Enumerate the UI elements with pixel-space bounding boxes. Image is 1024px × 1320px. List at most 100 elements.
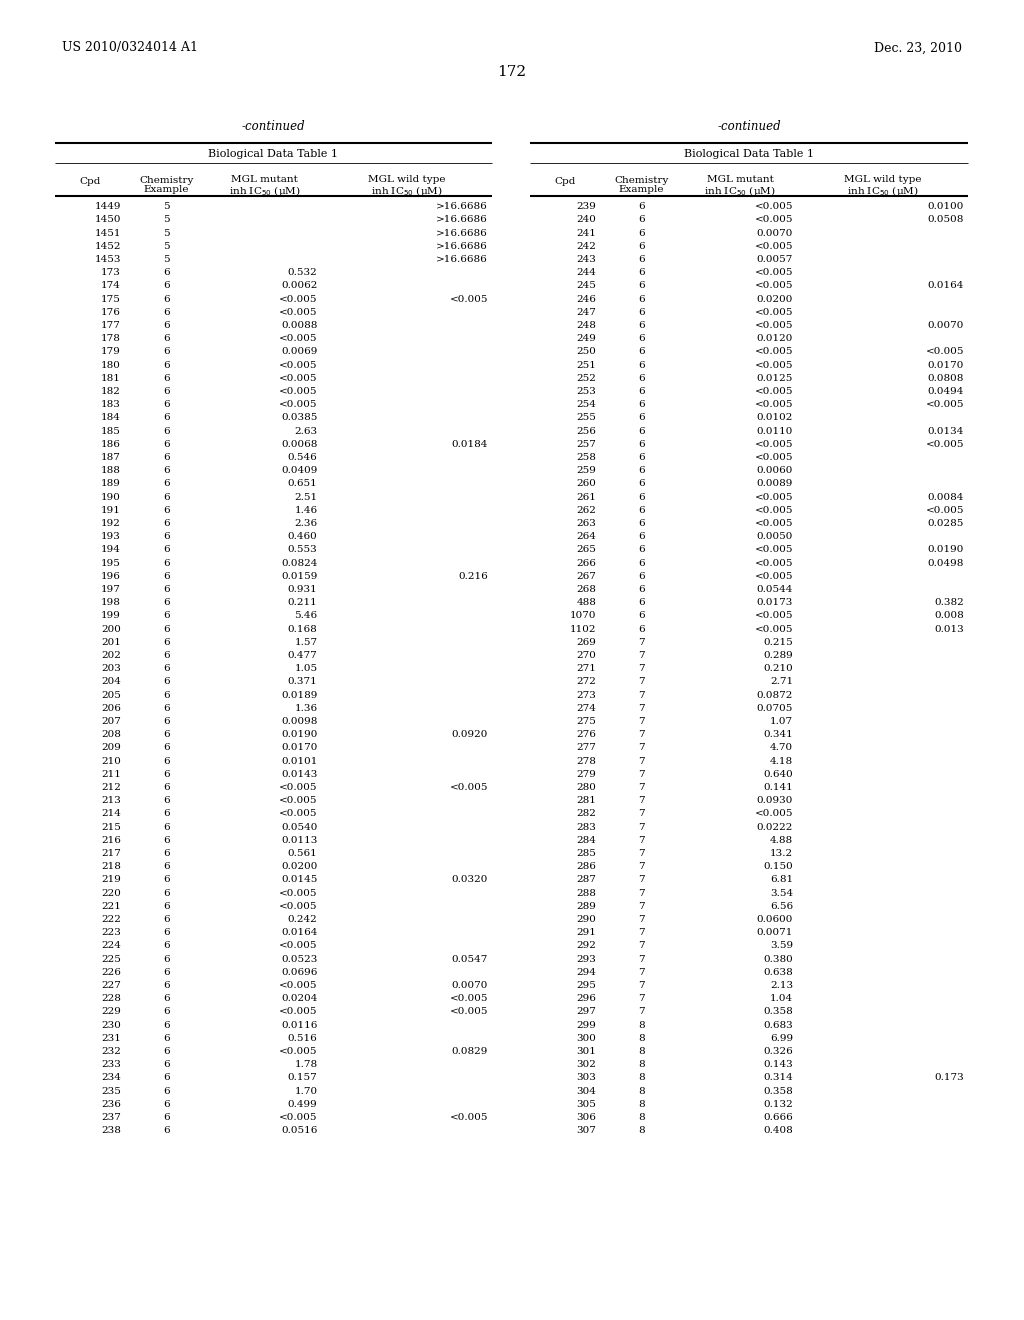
Text: <0.005: <0.005 xyxy=(755,611,794,620)
Text: 2.13: 2.13 xyxy=(770,981,794,990)
Text: 276: 276 xyxy=(577,730,596,739)
Text: 0.0102: 0.0102 xyxy=(757,413,794,422)
Text: 0.216: 0.216 xyxy=(459,572,488,581)
Text: 297: 297 xyxy=(577,1007,596,1016)
Text: 6: 6 xyxy=(163,796,170,805)
Text: 263: 263 xyxy=(577,519,596,528)
Text: 0.0409: 0.0409 xyxy=(282,466,317,475)
Text: 199: 199 xyxy=(101,611,121,620)
Text: 6: 6 xyxy=(638,347,645,356)
Text: 187: 187 xyxy=(101,453,121,462)
Text: >16.6686: >16.6686 xyxy=(436,228,488,238)
Text: 1070: 1070 xyxy=(569,611,596,620)
Text: 2.63: 2.63 xyxy=(295,426,317,436)
Text: 7: 7 xyxy=(638,730,645,739)
Text: 0.0200: 0.0200 xyxy=(757,294,794,304)
Text: 292: 292 xyxy=(577,941,596,950)
Text: 6: 6 xyxy=(163,1086,170,1096)
Text: 6: 6 xyxy=(163,466,170,475)
Text: 6: 6 xyxy=(163,954,170,964)
Text: 6: 6 xyxy=(163,624,170,634)
Text: 0.0170: 0.0170 xyxy=(928,360,964,370)
Text: <0.005: <0.005 xyxy=(926,440,964,449)
Text: 232: 232 xyxy=(101,1047,121,1056)
Text: 6: 6 xyxy=(638,440,645,449)
Text: 0.0070: 0.0070 xyxy=(757,228,794,238)
Text: 5: 5 xyxy=(163,255,170,264)
Text: <0.005: <0.005 xyxy=(755,809,794,818)
Text: 0.0062: 0.0062 xyxy=(282,281,317,290)
Text: 249: 249 xyxy=(577,334,596,343)
Text: Cpd: Cpd xyxy=(79,177,100,186)
Text: 6: 6 xyxy=(163,836,170,845)
Text: 1.57: 1.57 xyxy=(295,638,317,647)
Text: <0.005: <0.005 xyxy=(755,400,794,409)
Text: <0.005: <0.005 xyxy=(755,558,794,568)
Text: 282: 282 xyxy=(577,809,596,818)
Text: 0.460: 0.460 xyxy=(288,532,317,541)
Text: <0.005: <0.005 xyxy=(755,215,794,224)
Text: 224: 224 xyxy=(101,941,121,950)
Text: <0.005: <0.005 xyxy=(755,624,794,634)
Text: 0.0143: 0.0143 xyxy=(282,770,317,779)
Text: 0.215: 0.215 xyxy=(764,638,794,647)
Text: 258: 258 xyxy=(577,453,596,462)
Text: 256: 256 xyxy=(577,426,596,436)
Text: 0.0084: 0.0084 xyxy=(928,492,964,502)
Text: 197: 197 xyxy=(101,585,121,594)
Text: 6: 6 xyxy=(163,704,170,713)
Text: 0.0164: 0.0164 xyxy=(282,928,317,937)
Text: 0.0145: 0.0145 xyxy=(282,875,317,884)
Text: 177: 177 xyxy=(101,321,121,330)
Text: 0.553: 0.553 xyxy=(288,545,317,554)
Text: 1450: 1450 xyxy=(94,215,121,224)
Text: 0.173: 0.173 xyxy=(934,1073,964,1082)
Text: 0.0120: 0.0120 xyxy=(757,334,794,343)
Text: 3.59: 3.59 xyxy=(770,941,794,950)
Text: 286: 286 xyxy=(577,862,596,871)
Text: 6: 6 xyxy=(163,875,170,884)
Text: 295: 295 xyxy=(577,981,596,990)
Text: 6: 6 xyxy=(163,717,170,726)
Text: <0.005: <0.005 xyxy=(450,994,488,1003)
Text: 216: 216 xyxy=(101,836,121,845)
Text: 6: 6 xyxy=(163,1100,170,1109)
Text: 185: 185 xyxy=(101,426,121,436)
Text: 6: 6 xyxy=(163,1113,170,1122)
Text: 0.141: 0.141 xyxy=(764,783,794,792)
Text: 0.0098: 0.0098 xyxy=(282,717,317,726)
Text: 7: 7 xyxy=(638,677,645,686)
Text: 6: 6 xyxy=(163,598,170,607)
Text: 300: 300 xyxy=(577,1034,596,1043)
Text: 215: 215 xyxy=(101,822,121,832)
Text: 239: 239 xyxy=(577,202,596,211)
Text: >16.6686: >16.6686 xyxy=(436,242,488,251)
Text: <0.005: <0.005 xyxy=(755,202,794,211)
Text: 7: 7 xyxy=(638,664,645,673)
Text: 6: 6 xyxy=(638,453,645,462)
Text: 0.0190: 0.0190 xyxy=(928,545,964,554)
Text: 5.46: 5.46 xyxy=(295,611,317,620)
Text: <0.005: <0.005 xyxy=(450,783,488,792)
Text: <0.005: <0.005 xyxy=(280,400,317,409)
Text: 0.168: 0.168 xyxy=(288,624,317,634)
Text: 240: 240 xyxy=(577,215,596,224)
Text: 7: 7 xyxy=(638,756,645,766)
Text: 0.0204: 0.0204 xyxy=(282,994,317,1003)
Text: 6: 6 xyxy=(163,809,170,818)
Text: 6: 6 xyxy=(163,783,170,792)
Text: 7: 7 xyxy=(638,783,645,792)
Text: 0.0696: 0.0696 xyxy=(282,968,317,977)
Text: 6: 6 xyxy=(638,585,645,594)
Text: 213: 213 xyxy=(101,796,121,805)
Text: 6: 6 xyxy=(638,255,645,264)
Text: 265: 265 xyxy=(577,545,596,554)
Text: 7: 7 xyxy=(638,981,645,990)
Text: 13.2: 13.2 xyxy=(770,849,794,858)
Text: 6: 6 xyxy=(163,1034,170,1043)
Text: 289: 289 xyxy=(577,902,596,911)
Text: 0.210: 0.210 xyxy=(764,664,794,673)
Text: 0.0089: 0.0089 xyxy=(757,479,794,488)
Text: 6: 6 xyxy=(163,968,170,977)
Text: 6: 6 xyxy=(163,453,170,462)
